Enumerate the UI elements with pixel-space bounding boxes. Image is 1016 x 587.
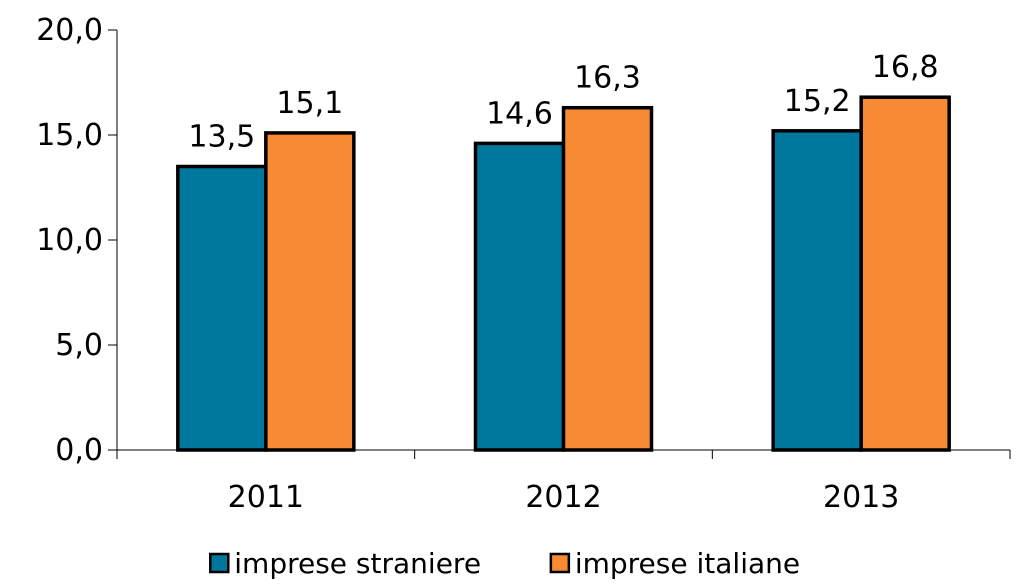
y-tick-label: 15,0: [36, 118, 103, 153]
bar: [771, 129, 863, 452]
bar: [264, 131, 356, 452]
x-tick-label: 2011: [228, 480, 304, 515]
legend-swatch: [209, 552, 230, 574]
data-label: 13,5: [188, 120, 255, 155]
y-axis-ticks: 0,0 5,0 10,0 15,0 20,0: [36, 13, 117, 468]
data-label: 16,3: [574, 61, 641, 96]
legend-label: imprese italiane: [575, 547, 800, 580]
data-label: 15,1: [276, 86, 343, 121]
legend-label: imprese straniere: [234, 547, 481, 580]
legend: imprese straniere imprese italiane: [209, 547, 800, 580]
data-label: 15,2: [784, 84, 851, 119]
bar: [859, 95, 951, 452]
data-label: 16,8: [872, 50, 939, 85]
bars-group: [176, 95, 951, 452]
x-axis-ticks: 2011 2012 2013: [116, 450, 1011, 515]
bar: [473, 141, 566, 452]
legend-swatch: [549, 552, 571, 574]
data-labels-group: 13,5 15,1 14,6 16,3 15,2 16,8: [188, 50, 938, 154]
x-tick-label: 2013: [823, 480, 899, 515]
plot-area: 13,5 15,1 14,6 16,3 15,2 16,8 0,0 5,0 10,0 15,0 2…: [36, 13, 1011, 515]
y-tick-label: 10,0: [36, 223, 103, 258]
y-tick-label: 5,0: [55, 328, 103, 363]
y-tick-label: 20,0: [36, 13, 103, 48]
data-label: 14,6: [486, 96, 553, 131]
y-tick-label: 0,0: [55, 433, 103, 468]
x-tick-label: 2012: [525, 480, 601, 515]
bar: [176, 164, 268, 452]
bar: [561, 105, 654, 452]
